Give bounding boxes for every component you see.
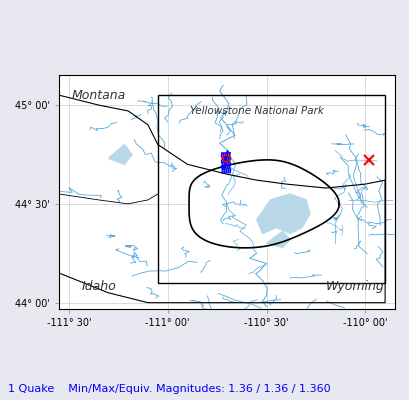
Polygon shape — [108, 144, 132, 164]
Bar — [157, 95, 384, 283]
Polygon shape — [256, 194, 309, 234]
Text: Montana: Montana — [71, 89, 126, 102]
Text: Idaho: Idaho — [81, 280, 116, 293]
Text: Wyoming: Wyoming — [325, 280, 384, 293]
Text: Yellowstone National Park: Yellowstone National Park — [189, 106, 323, 116]
Polygon shape — [266, 232, 290, 247]
Polygon shape — [189, 160, 338, 248]
Text: 1 Quake    Min/Max/Equiv. Magnitudes: 1.36 / 1.36 / 1.360: 1 Quake Min/Max/Equiv. Magnitudes: 1.36 … — [8, 384, 330, 394]
